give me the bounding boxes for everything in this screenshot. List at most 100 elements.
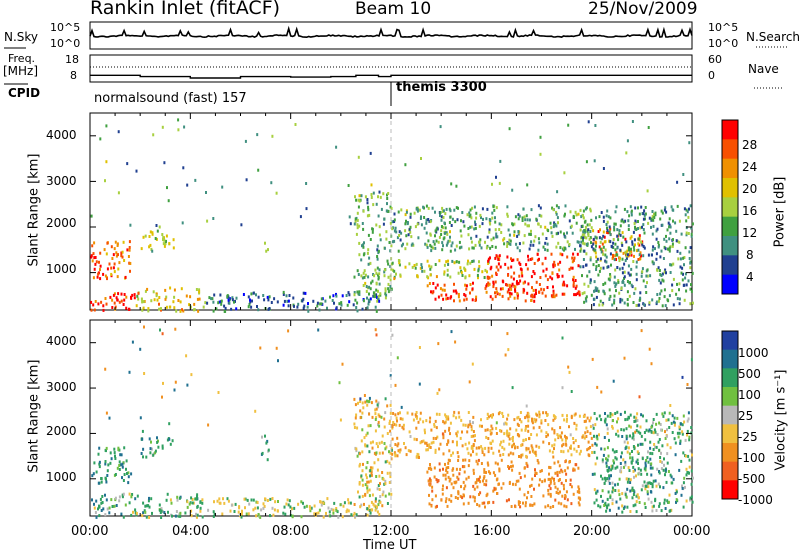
velocity-mark-cell [497,412,500,416]
velocity-mark-cell [540,421,543,425]
velocity-mark-cell [233,510,236,513]
power-mark-cell [628,273,631,277]
power-mark-cell [447,263,450,266]
velocity-mark-cell [234,502,237,506]
velocity-mark-cell [684,485,686,489]
velocity-mark-cell [361,469,364,473]
velocity-mark-cell [472,434,475,438]
velocity-mark-cell [670,421,673,425]
velocity-mark-cell [152,453,155,457]
power-mark-cell [458,246,461,250]
power-mark-cell [524,299,527,303]
power-mark-cell [389,249,392,253]
velocity-mark-cell [536,459,539,462]
velocity-mark-cell [389,451,392,455]
velocity-mark-cell [611,466,614,470]
power-mark-cell [642,245,645,248]
velocity-mark-cell [549,505,552,509]
nave-label: Nave [748,62,779,76]
velocity-mark-cell [638,395,641,399]
velocity-mark-cell [658,471,661,475]
power-mark-cell [602,234,605,238]
power-mark-cell [529,243,532,247]
power-mark-cell [395,230,398,234]
velocity-mark-cell [618,477,621,481]
power-mark-cell [353,275,356,279]
velocity-mark-cell [394,413,397,417]
power-mark-cell [468,247,471,251]
power-mark-cell [526,267,529,271]
velocity-mark-cell [605,504,608,508]
velocity-mark-cell [148,496,150,500]
power-mark-cell [642,217,645,221]
velocity-mark-cell [472,484,475,488]
power-mark-cell [507,288,510,292]
velocity-mark-cell [538,483,541,487]
power-mark-cell [90,255,93,259]
power-mark-cell [485,246,488,250]
power-mark-cell [632,260,635,263]
velocity-mark-cell [675,500,677,504]
power-mark-cell [583,291,586,295]
velocity-mark-cell [447,439,450,443]
velocity-mark-cell [141,429,144,433]
velocity-mark-cell [627,446,630,450]
velocity-mark-cell [397,412,400,416]
velocity-mark-cell [121,493,124,497]
power-mark-cell [626,290,629,294]
velocity-mark-cell [649,466,652,470]
velocity-mark-cell [578,496,581,500]
velocity-mark-cell [445,466,448,470]
velocity-mark-cell [647,497,650,501]
power-mark-cell [397,210,400,214]
power-mark-cell [518,274,521,278]
power-mark-cell [449,249,452,253]
power-mark-cell [621,271,624,275]
velocity-mark-cell [473,496,476,500]
velocity-mark-cell [523,474,526,478]
power-mark-cell [588,223,591,227]
power-mark-cell [240,223,243,227]
velocity-mark-cell [541,480,544,484]
velocity-mark-cell [629,434,631,438]
power-mark-cell [690,289,693,293]
velocity-mark-cell [436,435,439,439]
velocity-mark-cell [124,503,127,507]
power-mark-cell [383,268,386,272]
velocity-mark-cell [476,462,479,466]
velocity-mark-cell [573,468,576,472]
power-mark-cell [490,238,493,242]
velocity-mark-cell [606,506,609,510]
velocity-mark-cell [360,474,363,478]
power-mark-cell [443,270,446,274]
velocity-mark-cell [509,427,512,431]
power-mark-cell [664,247,667,251]
power-mark-cell [455,291,458,295]
power-mark-cell [683,263,685,267]
velocity-mark-cell [106,474,109,477]
power-mark-cell [122,303,125,306]
velocity-mark-cell [561,470,564,474]
power-mark-cell [531,295,534,299]
velocity-mark-cell [682,451,685,455]
velocity-mark-cell [626,441,629,445]
power-mark-cell [551,295,554,299]
power-mark-cell [623,270,626,274]
velocity-mark-cell [398,423,401,427]
velocity-mark-cell [531,419,534,423]
power-mark-cell [623,262,626,266]
velocity-mark-cell [158,503,161,507]
velocity-mark-cell [691,476,694,480]
power-mark-cell [495,254,498,258]
velocity-mark-cell [332,511,335,515]
power-mark-cell [511,282,514,286]
xtick-1600: 16:00 [473,524,511,539]
power-mark-cell [460,245,463,249]
power-mark-cell [606,265,609,269]
velocity-mark-cell [672,477,675,481]
velocity-mark-cell [632,465,635,469]
velocity-mark-cell [374,499,377,503]
power-mark-cell [657,299,660,303]
velocity-mark-cell [160,507,163,511]
power-mark-cell [688,207,690,211]
